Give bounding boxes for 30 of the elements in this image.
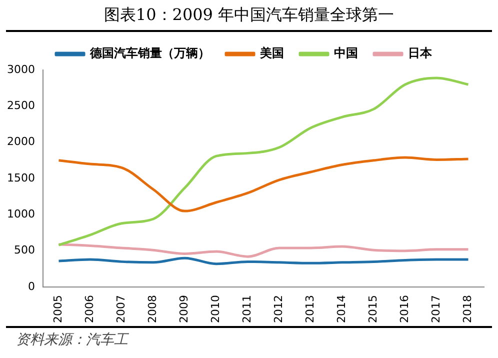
y-tick-label: 3000: [6, 62, 35, 76]
x-tick-label: 2007: [114, 295, 128, 324]
x-tick-label: 2014: [335, 295, 348, 324]
legend-label: 中国: [334, 46, 358, 60]
x-tick-label: 2017: [430, 295, 443, 324]
legend-label: 德国汽车销量（万辆）: [89, 46, 210, 60]
y-tick-label: 500: [14, 244, 35, 257]
x-tick-label: 2013: [304, 295, 317, 324]
legend-label: 美国: [259, 46, 284, 60]
x-tick-label: 2009: [178, 295, 191, 324]
x-tick-label: 2005: [52, 295, 65, 324]
x-tick-label: 2018: [461, 295, 474, 324]
y-tick-label: 1000: [6, 208, 35, 221]
line-series: [57, 76, 470, 246]
x-tick-label: 2016: [398, 295, 412, 324]
x-tick-label: 2012: [272, 295, 286, 324]
y-tick-label: 2500: [6, 99, 35, 112]
x-tick-label: 2011: [240, 295, 254, 324]
y-tick-label: 0: [28, 280, 35, 293]
y-tick-label: 2000: [6, 135, 35, 148]
x-tick-label: 2006: [83, 295, 96, 324]
x-tick-label: 2008: [146, 295, 160, 324]
chart-title: 图表10：2009 年中国汽车销量全球第一: [6, 0, 492, 32]
y-tick-label: 1500: [6, 171, 35, 184]
x-tick-label: 2015: [366, 295, 380, 324]
legend-label: 日本: [408, 46, 433, 60]
text: 资料来源：汽车工: [6, 326, 492, 352]
x-tick-label: 2010: [209, 295, 222, 324]
line-series: [57, 243, 470, 258]
line-series: [57, 156, 470, 212]
